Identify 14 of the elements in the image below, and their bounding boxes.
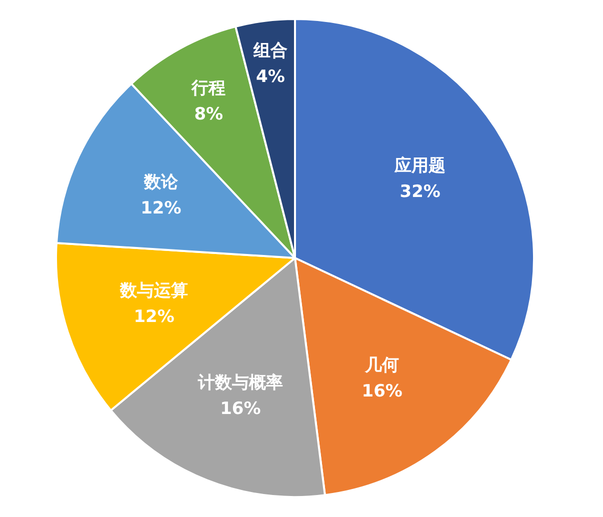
slice-label: 应用题 xyxy=(394,156,446,176)
data-label: 4% xyxy=(256,66,285,87)
slice-label: 行程 xyxy=(190,78,226,98)
slice-label: 数论 xyxy=(142,172,179,192)
data-label: 16% xyxy=(220,399,261,420)
slice-label: 组合 xyxy=(252,40,288,61)
data-label: 12% xyxy=(134,307,174,328)
data-label: 16% xyxy=(362,381,402,402)
slice-label: 计数与概率 xyxy=(196,373,283,394)
slice-label: 几何 xyxy=(364,355,400,376)
data-label: 32% xyxy=(400,182,440,202)
data-label: 12% xyxy=(140,198,182,218)
slice-label: 数与运算 xyxy=(119,281,188,302)
data-label: 8% xyxy=(194,104,224,124)
